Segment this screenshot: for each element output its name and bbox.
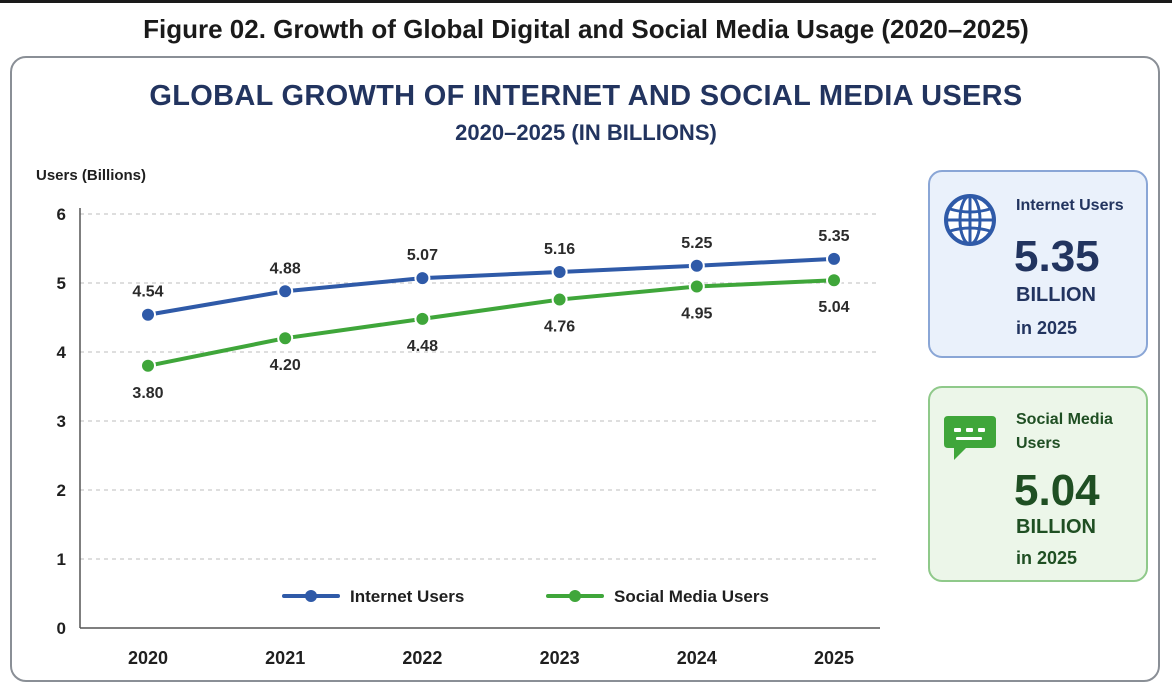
top-rule [0,0,1172,3]
internet-users-series-point [826,250,842,267]
social-media-users-series-point [140,357,156,374]
social-media-users-series-point [414,310,431,327]
figure-caption: Figure 02. Growth of Global Digital and … [143,14,1029,44]
internet-users-series-line [146,256,836,317]
chat-bubble-icon [944,416,996,460]
x-tick-label: 2021 [265,648,305,668]
y-tick-label: 4 [57,343,67,362]
globe-icon [944,194,996,246]
legend[interactable]: Internet Users Social Media Users [282,587,769,606]
social-media-users-series-line [146,278,836,368]
grid-lines [80,213,880,560]
y-tick-label: 3 [57,412,66,431]
data-label: 4.54 [132,284,163,301]
internet-users-series-point [140,306,156,323]
series-layer: 4.54 4.88 5.07 5.16 5.25 5.35 3.80 4.20 4.48 4.76… [132,228,849,402]
internet-card-heading: Internet Users [1016,197,1124,214]
internet-users-card: Internet Users 5.35 BILLION in 2025 [928,170,1148,358]
social-media-users-series-point [551,291,568,308]
data-label: 5.04 [818,299,849,316]
internet-users-series-point [688,257,705,274]
legend-swatch-marker [569,590,581,602]
social-media-users-series-point [688,278,705,295]
internet-users-series-point [277,283,294,300]
y-axis-label: Users (Billions) [36,167,146,184]
internet-users-series-point [414,270,431,287]
x-tick-label: 2024 [677,648,717,668]
data-label: 4.48 [407,338,438,355]
data-label: 5.25 [681,235,712,252]
chart-title: GLOBAL GROWTH OF INTERNET AND SOCIAL MED… [149,80,1023,112]
x-tick-label: 2020 [128,648,168,668]
internet-card-year: in 2025 [1016,318,1078,338]
social-card-value: 5.04 [1014,466,1100,515]
social-media-users-series-point [277,330,294,347]
y-tick-label: 5 [57,274,66,293]
y-tick-label: 6 [57,205,66,224]
legend-label: Social Media Users [614,587,769,606]
social-media-users-card: Social Media Users 5.04 BILLION in 2025 [928,386,1148,582]
x-tick-label: 2023 [540,648,580,668]
data-label: 4.88 [270,260,301,277]
y-tick-label: 1 [57,550,66,569]
social-card-heading: Social Media Users [1016,411,1113,452]
data-label: 5.07 [407,247,438,264]
internet-users-series-point [551,263,568,280]
social-media-users-series-point [826,272,842,289]
social-card-unit: BILLION [1016,516,1096,538]
y-tick-label: 0 [57,619,66,638]
chart-subtitle: 2020–2025 (IN BILLIONS) [455,120,717,145]
data-label: 5.35 [818,228,849,245]
y-tick-label: 2 [57,481,66,500]
data-label: 5.16 [544,241,575,258]
x-tick-label: 2022 [402,648,442,668]
internet-card-unit: BILLION [1016,284,1096,306]
data-label: 4.76 [544,319,575,336]
internet-card-value: 5.35 [1014,232,1100,281]
data-label: 3.80 [132,385,163,402]
social-card-year: in 2025 [1016,548,1078,568]
data-label: 4.20 [270,357,301,374]
legend-label: Internet Users [350,587,464,606]
legend-item-social[interactable]: Social Media Users [546,587,769,606]
data-label: 4.95 [681,305,712,322]
legend-item-internet[interactable]: Internet Users [282,587,464,606]
x-tick-label: 2025 [814,648,854,668]
legend-swatch-marker [305,590,317,602]
axes: 0 1 2 3 4 5 6 2020 2021 2022 2023 2024 2025 [57,205,880,668]
